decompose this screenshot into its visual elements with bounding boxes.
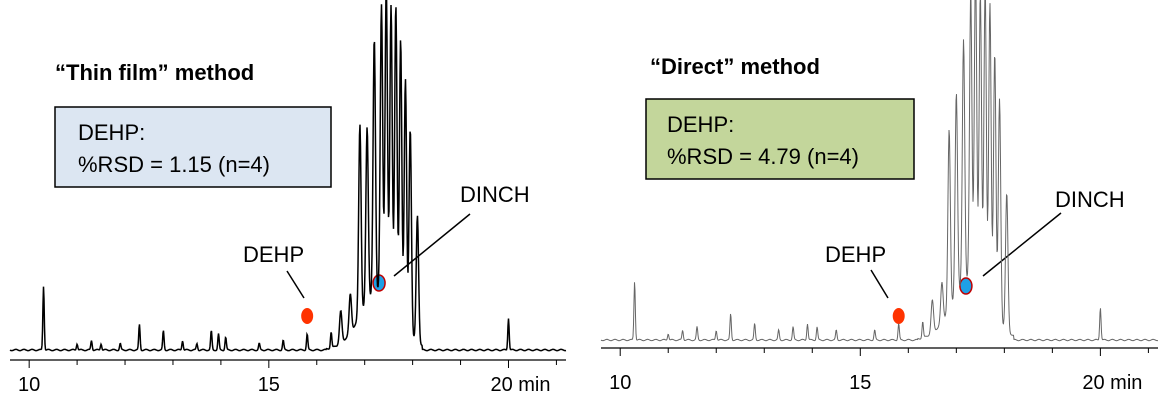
x-ticks: 10 15 20 min [18, 360, 557, 395]
dinch-leader-line [393, 213, 471, 277]
info-box-line2: %RSD = 4.79 (n=4) [667, 144, 859, 169]
dehp-leader-line [870, 269, 889, 299]
dehp-leader-line [286, 270, 305, 299]
x-tick-label: 10 [18, 374, 40, 395]
x-tick-label: 15 [258, 374, 280, 395]
panel-direct: “Direct” method DEHP: %RSD = 4.79 (n=4) … [583, 0, 1165, 395]
chart-title: “Direct” method [650, 54, 820, 79]
chromatogram-trace [600, 0, 1158, 342]
dehp-label: DEHP [825, 242, 886, 267]
dehp-marker [301, 308, 314, 324]
x-tick-label: 15 [849, 372, 871, 394]
dinch-label: DINCH [460, 182, 530, 207]
chart-title: “Thin film” method [55, 60, 254, 85]
dinch-label: DINCH [1055, 187, 1125, 212]
chromatogram-trace [9, 0, 567, 352]
info-box [54, 106, 332, 188]
chromatogram-thin-film: “Thin film” method DEHP: %RSD = 1.15 (n=… [9, 0, 567, 395]
info-box-line1: DEHP: [78, 120, 145, 145]
chromatogram-direct: “Direct” method DEHP: %RSD = 4.79 (n=4) … [600, 0, 1158, 394]
x-tick-label: 20 min [1082, 372, 1142, 394]
info-box-line2: %RSD = 1.15 (n=4) [78, 152, 270, 177]
x-tick-label: 10 [609, 372, 631, 394]
dinch-marker [959, 277, 973, 295]
dehp-label: DEHP [243, 242, 304, 267]
dehp-marker [892, 308, 905, 324]
info-box [645, 98, 915, 180]
panel-thin-film: “Thin film” method DEHP: %RSD = 1.15 (n=… [0, 0, 582, 395]
x-tick-label: 20 min [490, 374, 550, 395]
dinch-leader-line [982, 212, 1062, 277]
x-ticks: 10 15 20 min [609, 348, 1149, 394]
info-box-line1: DEHP: [667, 112, 734, 137]
